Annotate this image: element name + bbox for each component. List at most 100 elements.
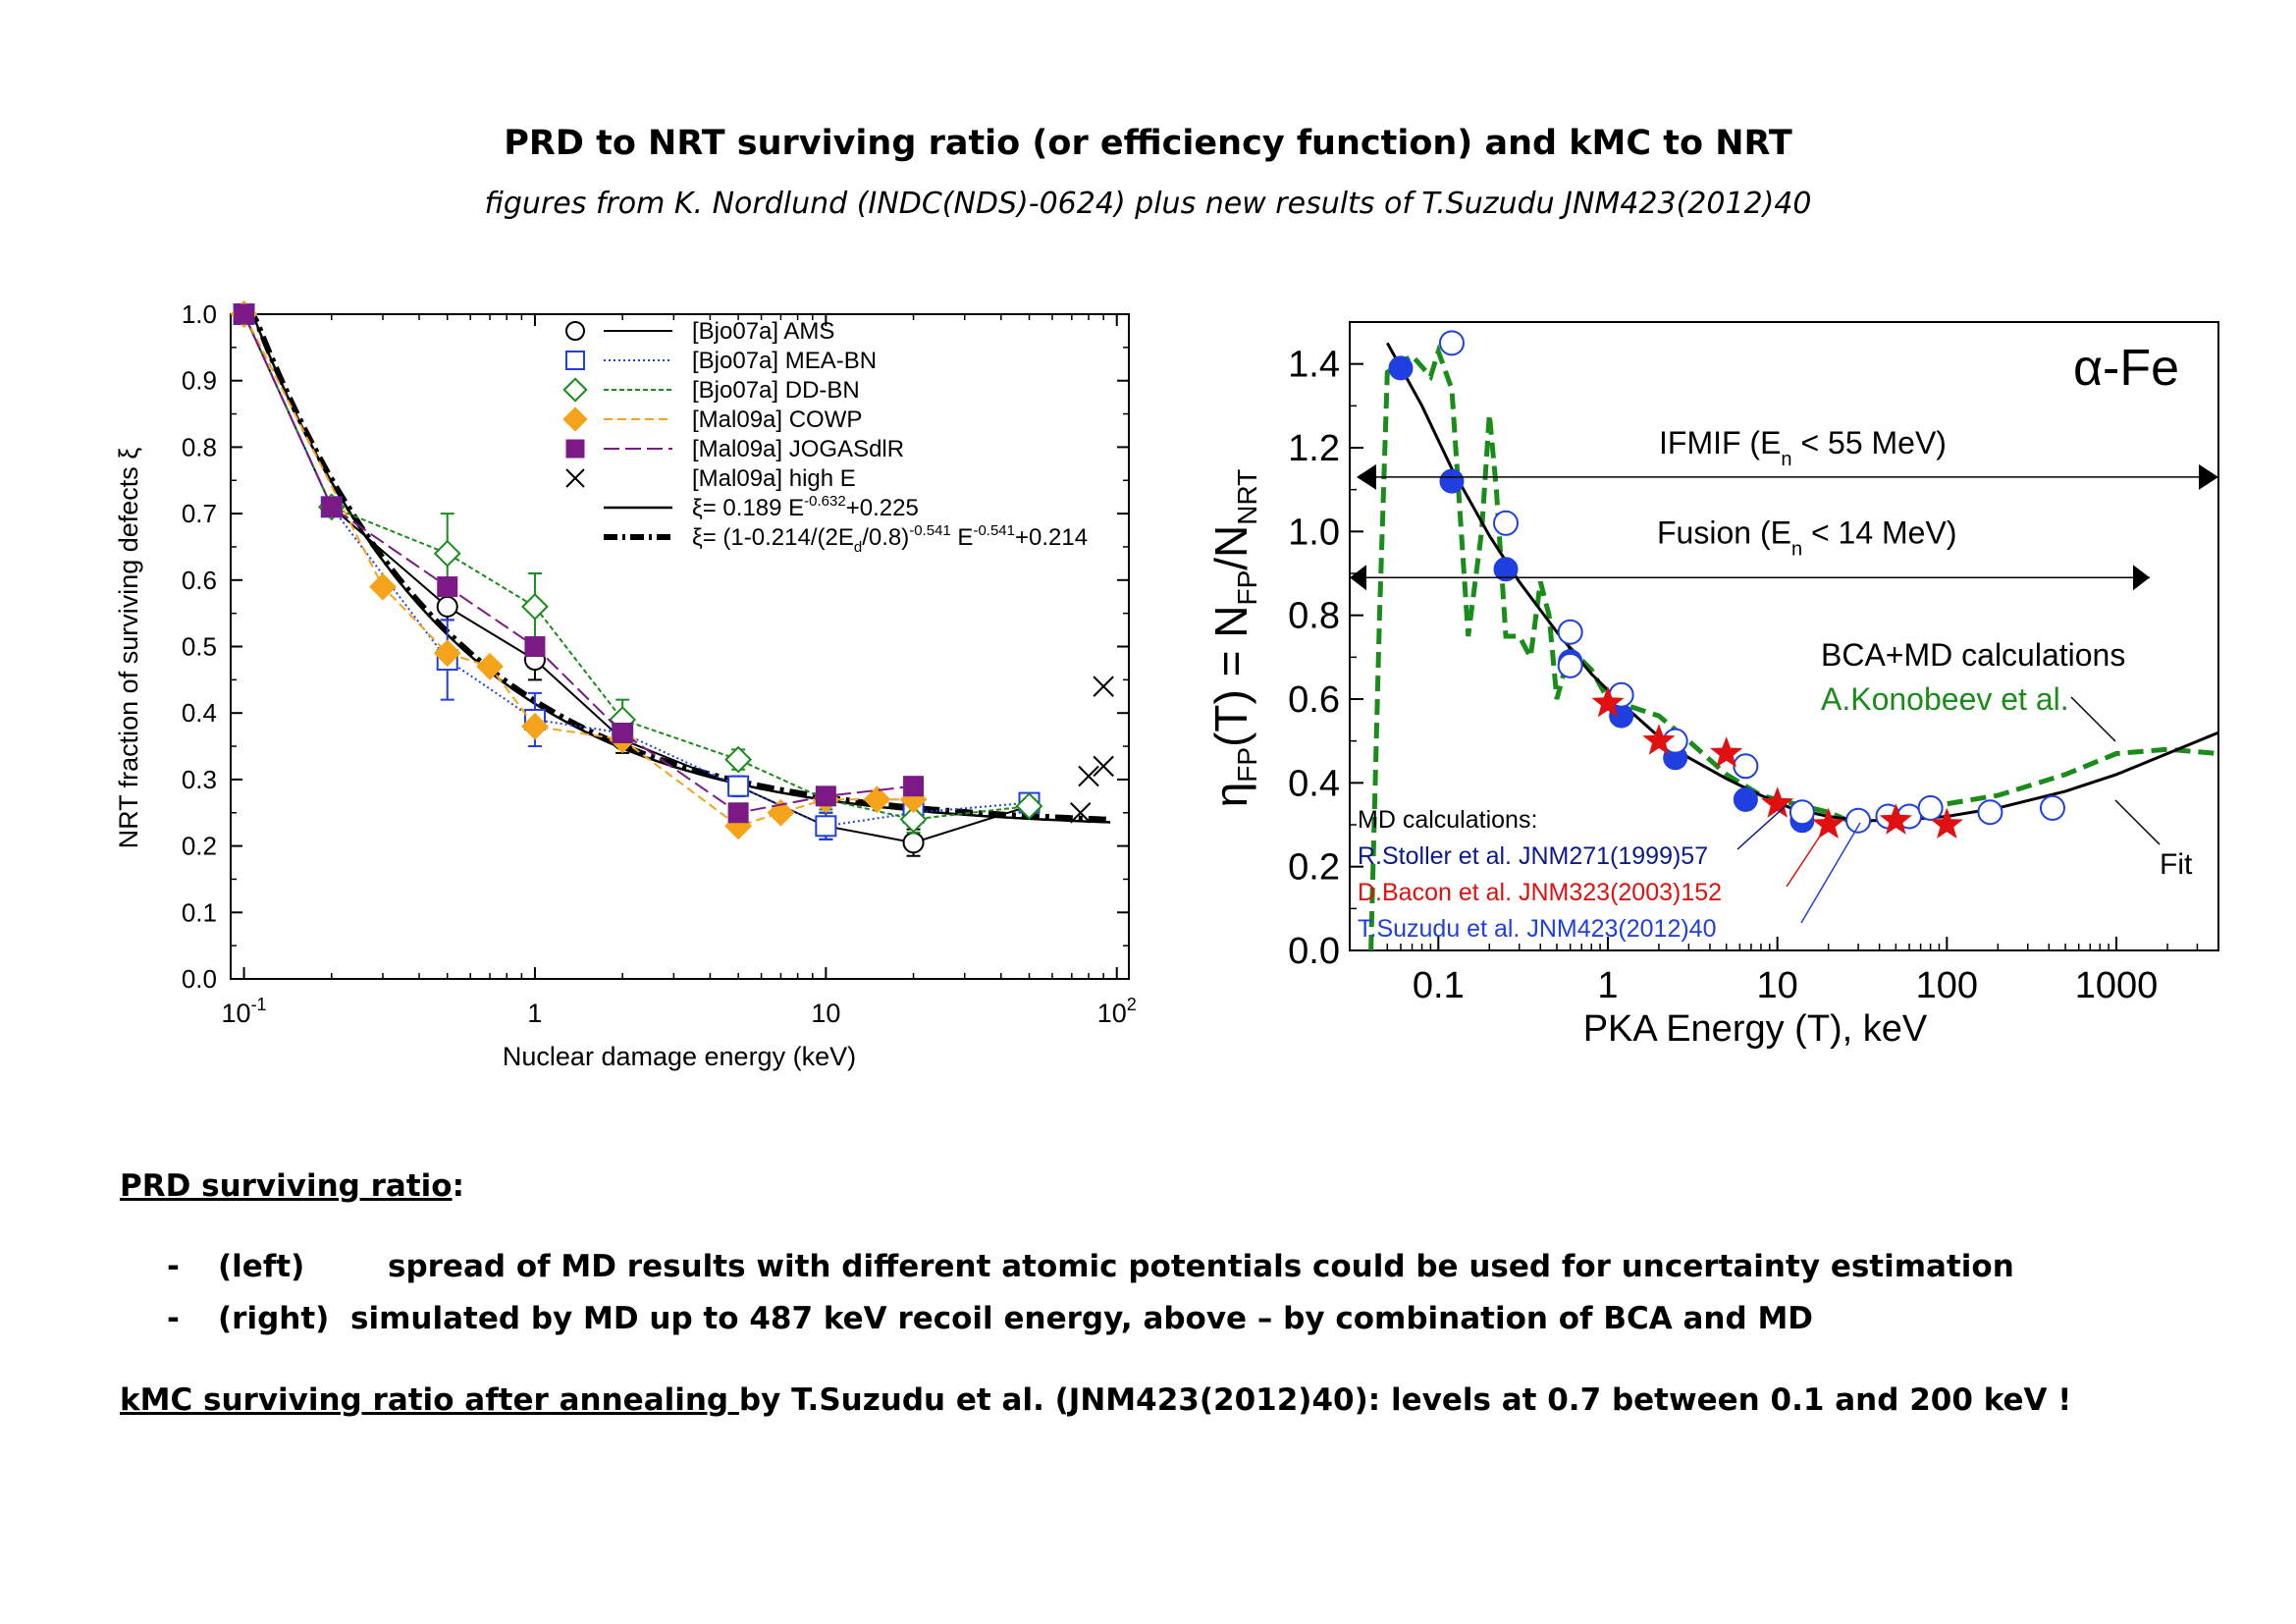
left-chart: 0.0 0.1 0.2 0.3 0.4 0.5 0.6 0.7 0.8 0.9 1.0 10-1 1 10… <box>114 299 1137 1071</box>
bullet-tag-right: (right) <box>218 1301 330 1336</box>
bacon-pointer <box>1786 819 1832 888</box>
right-chart: 0.0 0.2 0.4 0.6 0.8 1.0 1.2 1.4 0.1 1 10 100 1000 α-… <box>1205 321 2219 1050</box>
data-point <box>234 303 255 325</box>
series-line <box>242 313 914 814</box>
bullet-dash-1: - <box>167 1249 180 1284</box>
legend-marker <box>565 321 585 341</box>
data-point <box>1493 510 1520 536</box>
data-point <box>1761 786 1794 818</box>
right-axes: 0.0 0.2 0.4 0.6 0.8 1.0 1.2 1.4 0.1 1 10 100 1000 <box>1288 321 2219 1006</box>
x-tick-label: 1000 <box>2075 965 2159 1006</box>
series-bacon <box>1591 685 1963 839</box>
data-point <box>1733 753 1759 780</box>
konobeev-pointer <box>2070 696 2116 742</box>
page-subtitle: figures from K. Nordlund (INDC(NDS)-0624… <box>484 187 1812 221</box>
y-tick-label: 0.1 <box>182 897 217 927</box>
data-point <box>433 639 461 668</box>
left-fit-curves <box>243 311 1111 824</box>
suzudu-label: T.Suzudu et al. JNM423(2012)40 <box>1358 915 1717 943</box>
right-annotations: α-Fe IFMIF (En < 55 MeV) Fusion (En < 14 M… <box>1350 340 2218 943</box>
y-tick-label: 0.5 <box>182 632 217 662</box>
data-point <box>437 576 458 598</box>
data-point <box>1093 755 1114 778</box>
series-1 <box>233 303 1041 840</box>
data-point <box>727 775 750 797</box>
stoller-label: R.Stoller et al. JNM271(1999)57 <box>1358 842 1708 870</box>
fusion-arrow-head-left <box>1350 565 1366 591</box>
material-label: α-Fe <box>2073 340 2179 397</box>
data-point <box>1439 468 1465 494</box>
y-tick-label: 0.2 <box>182 832 217 861</box>
left-series <box>230 300 1114 857</box>
x-tick-label: 100 <box>1916 965 1978 1006</box>
fit-pointer <box>2114 799 2161 845</box>
series-0 <box>233 303 1041 857</box>
data-point <box>1789 799 1815 826</box>
ifmif-label: IFMIF (En < 55 MeV) <box>1659 425 1947 470</box>
legend-marker <box>562 406 588 432</box>
konobeev-label: A.Konobeev et al. <box>1821 681 2069 717</box>
page-title: PRD to NRT surviving ratio (or efficienc… <box>504 124 1792 163</box>
x-tick-label: 10 <box>811 999 840 1028</box>
data-point <box>1069 802 1092 824</box>
y-tick-label: 1.0 <box>182 299 217 329</box>
data-point <box>815 785 836 807</box>
data-point <box>521 712 549 740</box>
fusion-arrow-head-right <box>2133 565 2150 591</box>
data-point <box>1557 619 1583 645</box>
data-point <box>369 572 397 601</box>
ifmif-arrow-head-right <box>2199 463 2218 490</box>
bullet-dash-2: - <box>167 1301 180 1336</box>
legend-label: [Mal09a] JOGASdlR <box>692 436 904 462</box>
legend-marker <box>562 377 588 403</box>
bullet-tag-left: (left) <box>218 1249 305 1284</box>
fusion-label: Fusion (En < 14 MeV) <box>1657 514 1956 560</box>
bacon-label: D.Bacon et al. JNM323(2003)152 <box>1358 879 1722 906</box>
right-series <box>1388 330 2065 839</box>
suzudu-pointer <box>1800 822 1861 924</box>
data-point <box>612 723 633 744</box>
data-point <box>2039 794 2065 821</box>
legend-label: [Mal09a] high E <box>692 465 856 492</box>
left-plot-frame <box>230 313 1130 980</box>
data-point <box>1845 807 1872 834</box>
data-point <box>1733 786 1758 812</box>
x-tick-label: 10-1 <box>222 995 267 1028</box>
y-tick-label: 0.6 <box>1288 679 1340 721</box>
x-tick-label: 0.1 <box>1413 965 1465 1006</box>
fit-curve-dash-dot <box>243 311 1111 823</box>
data-point <box>433 539 461 568</box>
y-tick-label: 0.4 <box>1288 763 1340 804</box>
series-line <box>242 313 1030 828</box>
data-point <box>815 815 837 838</box>
data-point <box>321 496 343 517</box>
data-point <box>1930 807 1963 839</box>
data-point <box>1917 794 1944 821</box>
data-point <box>1879 803 1912 835</box>
y-tick-label: 0.2 <box>1288 847 1340 889</box>
x-tick-label: 1 <box>1597 965 1618 1006</box>
y-tick-label: 0.7 <box>182 499 217 528</box>
data-point <box>863 785 891 814</box>
data-point <box>524 636 546 657</box>
legend-label-fit1: ξ= 0.189 E-0.632+0.225 <box>692 493 919 521</box>
series-suzudu <box>1438 330 2065 834</box>
y-tick-label: 0.8 <box>1288 596 1340 637</box>
legend-label: [Mal09a] COWP <box>692 406 862 433</box>
data-point <box>1388 355 1414 381</box>
series-line <box>242 313 1030 844</box>
data-point <box>1093 676 1114 697</box>
legend-label: [Bjo07a] MEA-BN <box>692 348 877 374</box>
fit-curve <box>1385 342 2219 823</box>
legend-label: [Bjo07a] DD-BN <box>692 377 860 404</box>
y-tick-label: 0.3 <box>182 765 217 794</box>
data-point <box>1557 652 1583 678</box>
data-point <box>899 805 928 834</box>
data-point <box>521 592 549 621</box>
data-point <box>1015 792 1043 820</box>
left-y-axis-label: NRT fraction of surviving defects ξ <box>114 448 143 849</box>
y-tick-label: 1.0 <box>1288 512 1340 553</box>
data-point <box>903 776 925 797</box>
y-tick-label: 0.4 <box>182 698 217 728</box>
data-point <box>902 832 925 854</box>
